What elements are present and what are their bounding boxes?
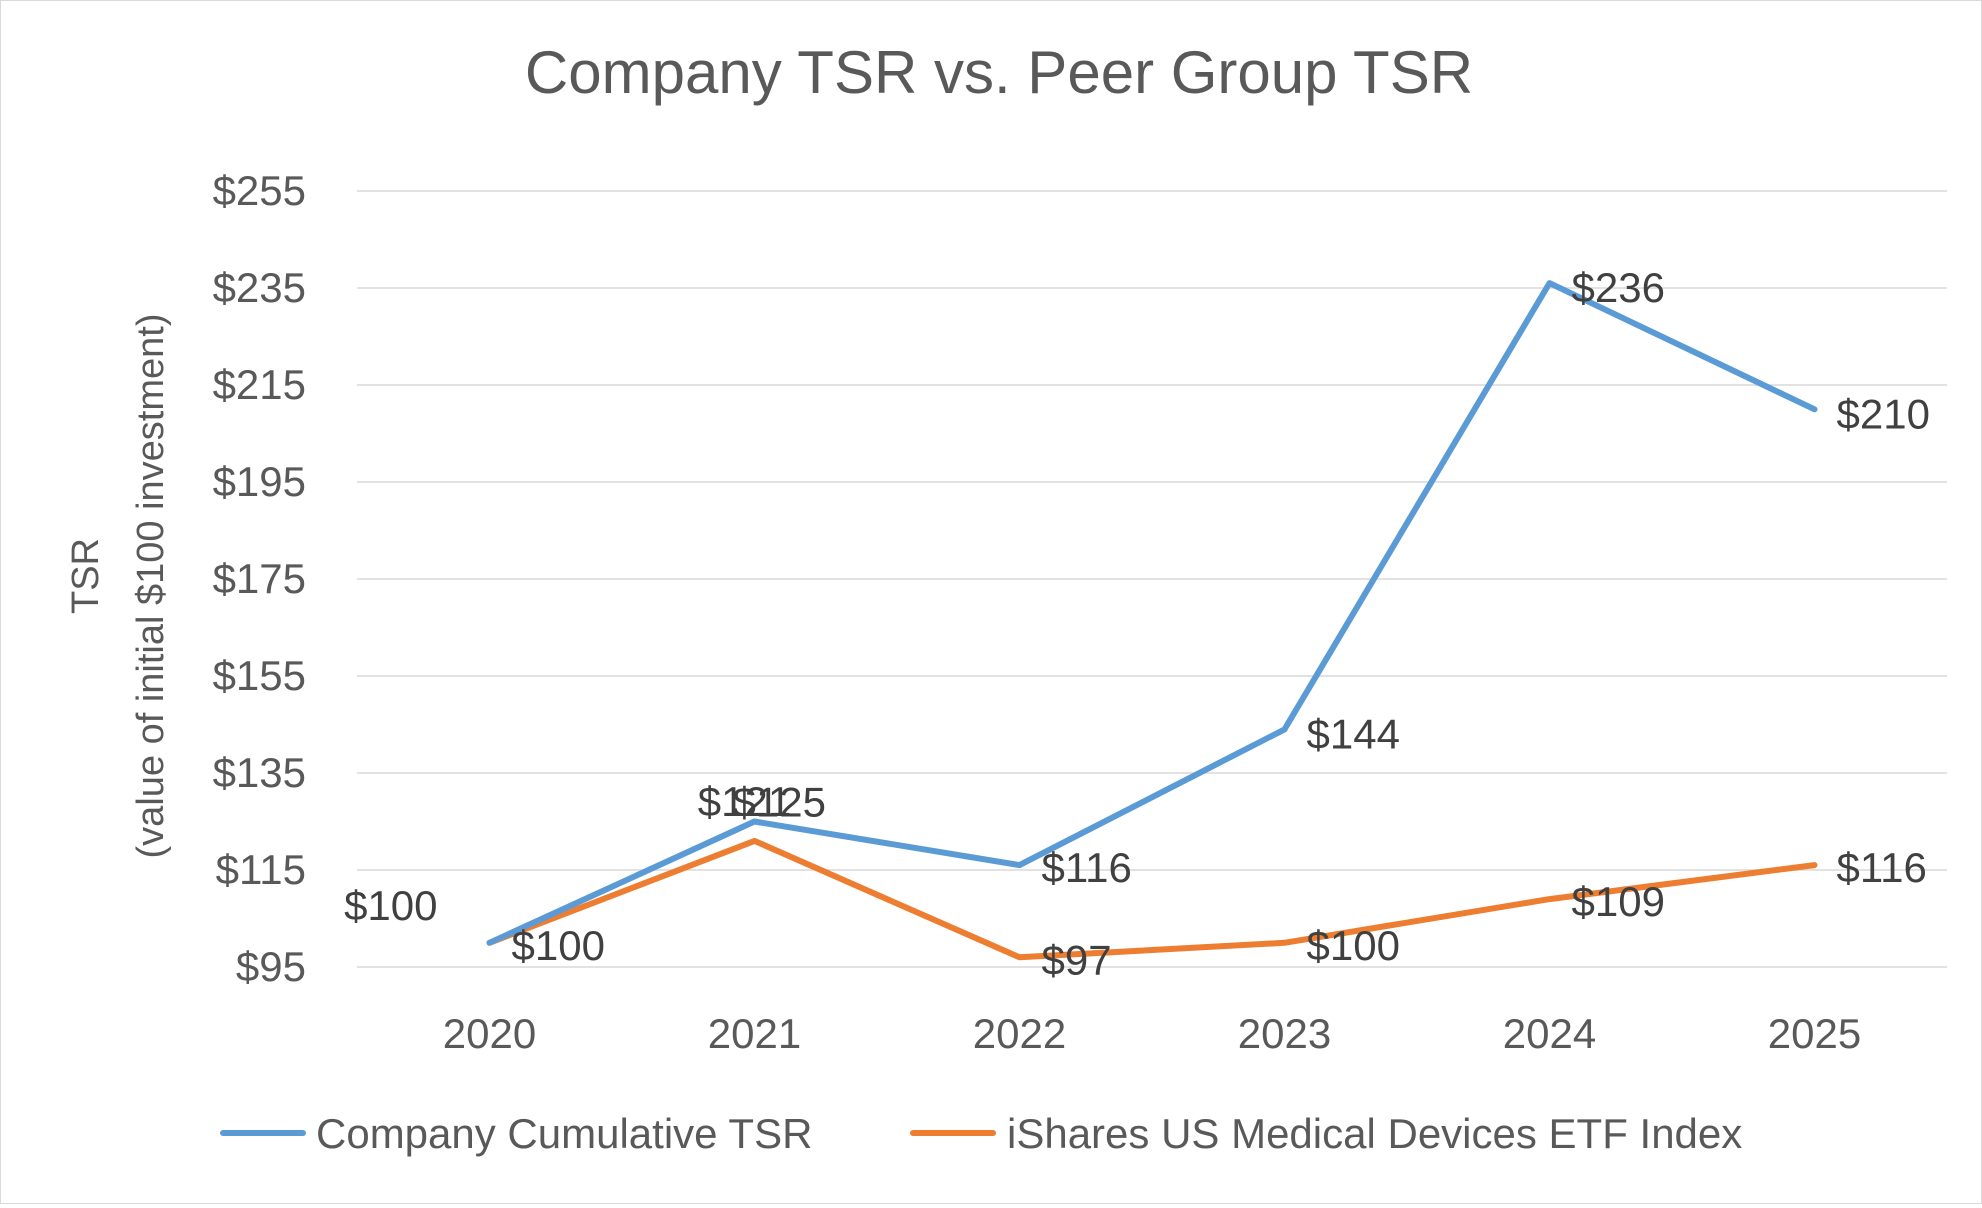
data-label: $100 [512, 922, 605, 969]
y-tick-label: $195 [213, 458, 306, 505]
y-axis-title: TSR (value of initial $100 investment) [65, 314, 172, 859]
x-tick-label: 2024 [1503, 1010, 1596, 1057]
legend-label-ishares: iShares US Medical Devices ETF Index [1007, 1110, 1742, 1157]
y-axis-title-sub: (value of initial $100 investment) [130, 314, 172, 859]
y-tick-label: $135 [213, 749, 306, 796]
x-tick-label: 2021 [708, 1010, 801, 1057]
data-label: $210 [1837, 390, 1930, 437]
data-label: $236 [1572, 264, 1665, 311]
y-tick-label: $95 [236, 943, 306, 990]
data-label: $109 [1572, 878, 1665, 925]
series-line-company[interactable] [486, 280, 1818, 946]
data-label: $100 [344, 882, 437, 929]
y-axis-title-main: TSR [65, 538, 107, 614]
y-tick-label: $235 [213, 264, 306, 311]
x-tick-label: 2020 [443, 1010, 536, 1057]
data-label: $121 [698, 778, 791, 825]
series-line-ishares[interactable] [486, 837, 1818, 961]
y-tick-label: $155 [213, 652, 306, 699]
data-label: $100 [1307, 922, 1400, 969]
data-label: $144 [1307, 710, 1400, 757]
legend-label-company: Company Cumulative TSR [316, 1110, 812, 1157]
data-label: $116 [1837, 844, 1927, 891]
legend: Company Cumulative TSR iShares US Medica… [220, 1110, 1742, 1157]
y-tick-label: $215 [213, 361, 306, 408]
data-label: $116 [1042, 844, 1132, 891]
x-axis-ticks: 2020 2021 2022 2023 2024 2025 [443, 1010, 1861, 1057]
y-tick-label: $255 [213, 167, 306, 214]
data-label: $125 [733, 779, 826, 826]
chart-title: Company TSR vs. Peer Group TSR [525, 39, 1473, 106]
series-lines [486, 280, 1818, 961]
x-tick-label: 2022 [973, 1010, 1066, 1057]
x-tick-label: 2023 [1238, 1010, 1331, 1057]
data-labels: $100 $125 $116 $144 $236 $210 $100 $121 $97 $100 $… [344, 264, 1930, 983]
gridlines [357, 190, 1947, 968]
y-tick-label: $175 [213, 555, 306, 602]
legend-item-ishares[interactable]: iShares US Medical Devices ETF Index [910, 1110, 1742, 1157]
x-tick-label: 2025 [1768, 1010, 1861, 1057]
y-tick-label: $115 [216, 846, 306, 893]
y-axis-ticks: $95 $115 $135 $155 $175 $195 $215 $235 $255 [213, 167, 306, 990]
data-label: $97 [1042, 936, 1112, 983]
legend-item-company[interactable]: Company Cumulative TSR [220, 1110, 812, 1157]
